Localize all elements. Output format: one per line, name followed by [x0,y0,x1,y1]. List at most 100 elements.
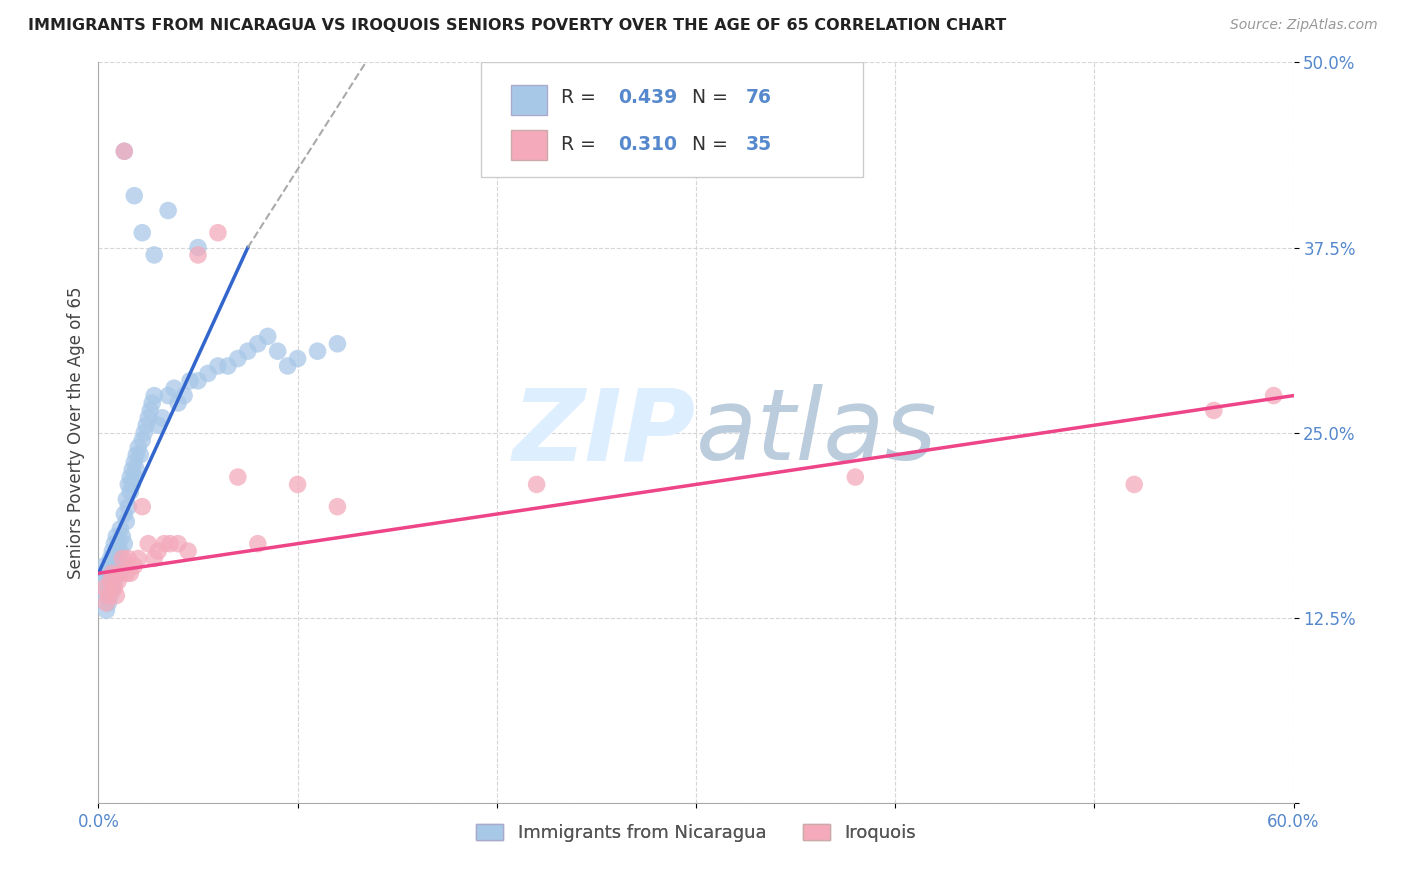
Point [103,574,125,588]
Point [159,536,181,550]
Point [115,515,138,529]
Y-axis label: Seniors Poverty Over the Age of 65: Seniors Poverty Over the Age of 65 [66,286,84,579]
Point [217,359,239,373]
Point [107,536,129,550]
Point [167,536,190,550]
Point [207,226,229,240]
Point [163,381,186,395]
Point [121,477,143,491]
Point [134,425,156,440]
Point [98,589,122,603]
Point [96,596,118,610]
Point [127,551,149,566]
Text: atlas: atlas [696,384,938,481]
Point [287,351,309,366]
Point [179,374,201,388]
Text: R =: R = [561,88,602,107]
Point [91,566,114,581]
Point [187,374,209,388]
Text: ZIP: ZIP [513,384,696,481]
Point [101,566,124,581]
Point [103,536,125,550]
Point [97,581,120,595]
Point [105,529,128,543]
Point [96,574,118,588]
Point [112,507,135,521]
Point [187,248,209,262]
Text: Source: ZipAtlas.com: Source: ZipAtlas.com [1230,18,1378,32]
Point [105,551,128,566]
Point [148,544,170,558]
Point [136,536,159,550]
Point [124,470,146,484]
Point [93,581,115,595]
Point [110,522,132,536]
Point [131,500,153,514]
Point [256,329,278,343]
Point [101,566,124,581]
Point [246,536,269,550]
Point [112,145,135,159]
Point [246,336,269,351]
Point [141,396,163,410]
Point [103,558,125,573]
Point [139,403,162,417]
Point [129,448,152,462]
FancyBboxPatch shape [481,62,863,178]
Point [101,581,124,595]
Text: 76: 76 [747,88,772,107]
Point [148,418,170,433]
Text: 0.310: 0.310 [619,136,678,154]
Point [236,344,259,359]
FancyBboxPatch shape [510,130,547,160]
Point [287,477,309,491]
Point [143,388,166,402]
Point [98,574,122,588]
Point [143,248,166,262]
Point [93,589,115,603]
Text: 0.439: 0.439 [619,88,678,107]
Point [207,359,229,373]
Point [153,536,176,550]
Point [157,388,180,402]
Point [125,448,148,462]
Point [120,484,142,499]
Point [1202,403,1225,417]
Point [157,203,180,218]
Point [150,410,173,425]
Point [143,551,166,566]
Point [1263,388,1285,402]
Point [117,551,139,566]
Point [111,558,134,573]
Point [98,551,122,566]
Point [177,544,200,558]
Point [101,544,124,558]
Point [107,566,129,581]
Point [107,574,129,588]
Text: IMMIGRANTS FROM NICARAGUA VS IROQUOIS SENIORS POVERTY OVER THE AGE OF 65 CORRELA: IMMIGRANTS FROM NICARAGUA VS IROQUOIS SE… [28,18,1007,33]
Point [121,462,143,476]
Point [277,359,299,373]
Point [307,344,329,359]
Point [127,441,149,455]
Point [226,470,249,484]
Point [93,558,115,573]
Point [326,336,349,351]
Point [267,344,290,359]
Point [97,596,120,610]
Point [131,433,153,447]
Point [526,477,548,491]
Point [96,603,118,617]
Point [131,226,153,240]
Point [117,477,139,491]
Point [105,589,128,603]
Point [112,536,135,550]
Point [107,551,129,566]
Point [117,500,139,514]
Point [98,574,122,588]
Text: 35: 35 [747,136,772,154]
Point [326,500,349,514]
Point [135,418,157,433]
Point [136,410,159,425]
Point [187,240,209,255]
